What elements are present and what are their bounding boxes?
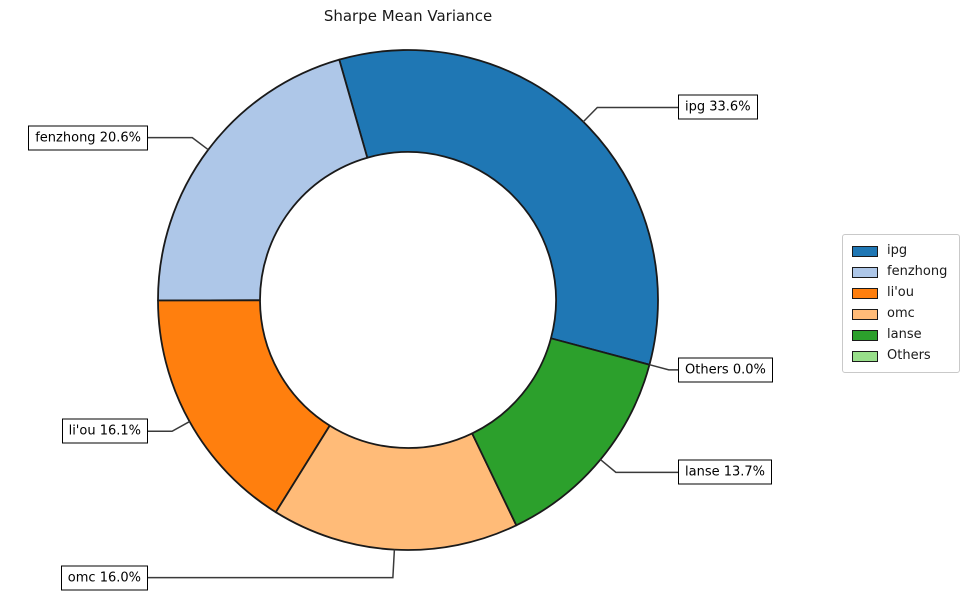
- slice-label-lanse: lanse 13.7%: [678, 459, 773, 485]
- donut-wedges: [157, 49, 659, 551]
- leader-line-ipg: [582, 106, 678, 123]
- legend-swatch-icon: [852, 350, 878, 362]
- leader-line-li-ou: [148, 420, 190, 433]
- legend-item-lanse: lanse: [852, 327, 947, 343]
- slice-label-ipg: ipg 33.6%: [678, 94, 758, 120]
- legend-swatch-icon: [852, 245, 878, 257]
- slice-label-others: Others 0.0%: [678, 357, 773, 383]
- slice-label-omc: omc 16.0%: [60, 565, 148, 591]
- leader-line-fenzhong: [148, 136, 209, 151]
- legend-swatch-icon: [852, 266, 878, 278]
- legend-item-omc: omc: [852, 306, 947, 322]
- legend-swatch-icon: [852, 287, 878, 299]
- pie-slice-lanse: [471, 337, 651, 527]
- chart-title: Sharpe Mean Variance: [323, 7, 493, 25]
- pie-slice-fenzhong: [157, 58, 369, 302]
- label-leader-lines: [148, 106, 678, 579]
- legend: ipg fenzhong li'ou omc lanse Others: [842, 234, 961, 373]
- legend-item-label: fenzhong: [887, 264, 948, 279]
- leader-line-omc: [148, 549, 396, 579]
- legend-item-label: ipg: [887, 243, 908, 258]
- legend-item-label: lanse: [887, 327, 922, 342]
- leader-line-others: [649, 363, 678, 371]
- legend-item-ipg: ipg: [852, 243, 947, 259]
- legend-swatch-icon: [852, 308, 878, 320]
- pie-slice-omc: [274, 424, 518, 551]
- pie-slice-li-ou: [157, 299, 331, 514]
- legend-item-li-ou: li'ou: [852, 285, 947, 301]
- legend-item-label: Others: [887, 348, 931, 363]
- legend-item-fenzhong: fenzhong: [852, 264, 947, 280]
- pie-slice-ipg: [338, 49, 659, 366]
- slice-label-li-ou: li'ou 16.1%: [61, 418, 148, 444]
- slice-label-fenzhong: fenzhong 20.6%: [28, 125, 148, 151]
- legend-item-others: Others: [852, 348, 947, 364]
- legend-item-label: li'ou: [887, 285, 914, 300]
- legend-swatch-icon: [852, 329, 878, 341]
- leader-line-lanse: [599, 458, 678, 474]
- legend-item-label: omc: [887, 306, 915, 321]
